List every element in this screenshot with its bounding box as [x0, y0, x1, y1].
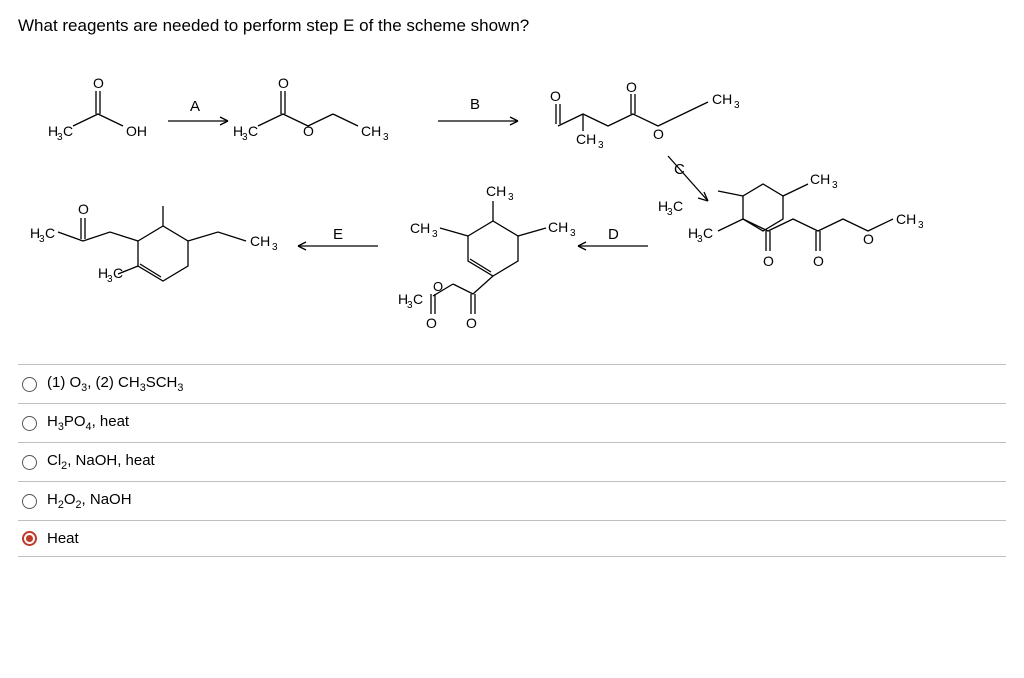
svg-text:O: O	[466, 315, 477, 331]
svg-text:CH: CH	[576, 131, 596, 147]
step-label-a: A	[190, 98, 200, 115]
svg-text:3: 3	[570, 228, 576, 239]
step-label-e: E	[333, 226, 343, 243]
svg-text:OH: OH	[126, 123, 147, 139]
answer-options: (1) O3, (2) CH3SCH3 H3PO4, heat Cl2, NaO…	[18, 364, 1006, 557]
svg-text:C: C	[45, 225, 55, 241]
svg-text:CH: CH	[712, 91, 732, 107]
svg-text:O: O	[278, 75, 289, 91]
svg-text:3: 3	[734, 100, 740, 111]
svg-text:O: O	[763, 253, 774, 269]
question-text: What reagents are needed to perform step…	[18, 16, 1006, 36]
svg-text:O: O	[653, 126, 664, 142]
radio-icon	[22, 455, 37, 470]
svg-text:O: O	[550, 88, 561, 104]
svg-text:O: O	[863, 231, 874, 247]
step-label-b: B	[470, 96, 480, 113]
svg-text:C: C	[413, 291, 423, 307]
svg-text:3: 3	[272, 242, 278, 253]
svg-text:3: 3	[383, 132, 389, 143]
svg-text:CH: CH	[486, 183, 506, 199]
option-label: Cl2, NaOH, heat	[47, 452, 155, 472]
svg-text:CH: CH	[410, 220, 430, 236]
svg-text:CH: CH	[810, 171, 830, 187]
svg-text:O: O	[93, 75, 104, 91]
radio-icon	[22, 531, 37, 546]
svg-text:O: O	[626, 79, 637, 95]
option-4[interactable]: H2O2, NaOH	[18, 482, 1006, 521]
svg-text:CH: CH	[896, 211, 916, 227]
svg-text:3: 3	[918, 220, 924, 231]
svg-text:3: 3	[432, 229, 438, 240]
svg-text:CH: CH	[361, 123, 381, 139]
option-label: Heat	[47, 530, 79, 547]
svg-text:O: O	[433, 279, 443, 294]
option-label: H2O2, NaOH	[47, 491, 132, 511]
radio-icon	[22, 377, 37, 392]
radio-icon	[22, 416, 37, 431]
svg-text:CH: CH	[250, 233, 270, 249]
svg-text:C: C	[673, 198, 683, 214]
svg-text:C: C	[703, 225, 713, 241]
svg-text:O: O	[78, 201, 89, 217]
option-2[interactable]: H3PO4, heat	[18, 404, 1006, 443]
option-label: (1) O3, (2) CH3SCH3	[47, 374, 183, 394]
svg-text:C: C	[248, 123, 258, 139]
step-label-c: C	[674, 161, 685, 178]
svg-text:3: 3	[508, 192, 514, 203]
radio-icon	[22, 494, 37, 509]
option-5[interactable]: Heat	[18, 521, 1006, 557]
svg-text:C: C	[63, 123, 73, 139]
option-3[interactable]: Cl2, NaOH, heat	[18, 443, 1006, 482]
svg-text:O: O	[426, 315, 437, 331]
step-label-d: D	[608, 226, 619, 243]
svg-text:O: O	[303, 123, 314, 139]
reaction-scheme: H 3 C OH O A H 3 C O CH 3 O B O O O C	[18, 46, 978, 346]
option-1[interactable]: (1) O3, (2) CH3SCH3	[18, 364, 1006, 404]
option-label: H3PO4, heat	[47, 413, 129, 433]
svg-text:CH: CH	[548, 219, 568, 235]
svg-text:3: 3	[832, 180, 838, 191]
svg-text:O: O	[813, 253, 824, 269]
svg-text:3: 3	[598, 140, 604, 151]
